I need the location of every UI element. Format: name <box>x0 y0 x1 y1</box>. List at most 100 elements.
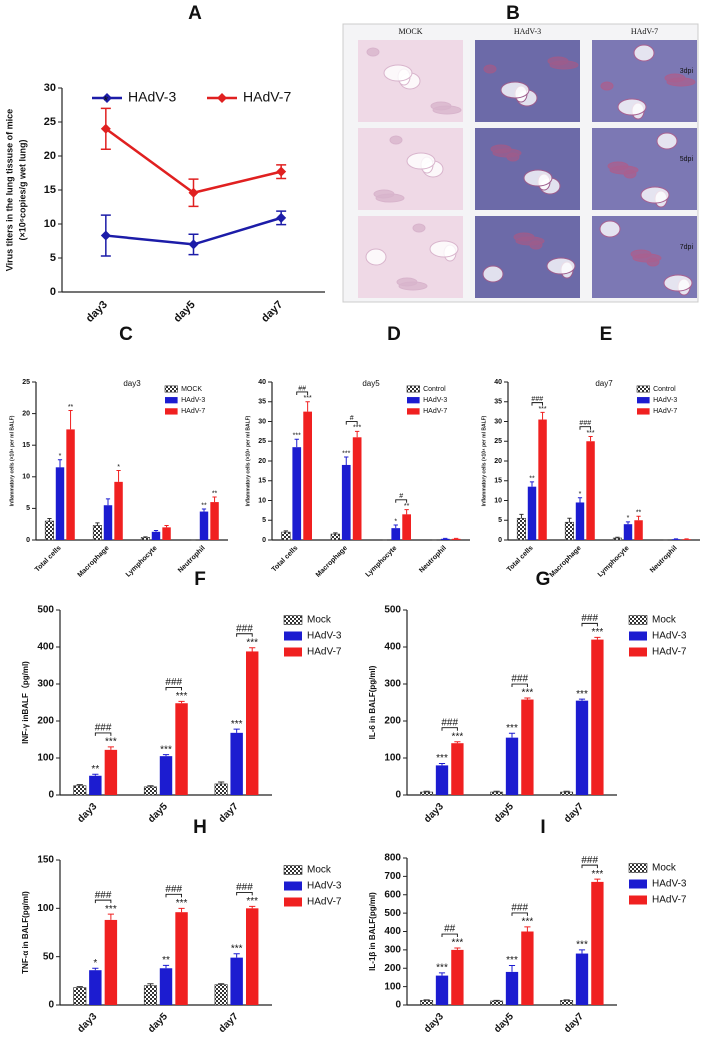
error-bar <box>493 790 500 793</box>
chart-panel: H 0 50 100 150 TNF-α in BALF(pg/ml) day3 day5 da… <box>21 817 342 1035</box>
significance: *** <box>160 744 172 755</box>
significance: *** <box>353 425 361 432</box>
legend-swatch <box>628 615 648 625</box>
y-tick-label: 400 <box>384 926 401 937</box>
y-axis-label: INF-γ inBALF（pg/ml) <box>20 661 30 744</box>
error-bar <box>116 469 121 482</box>
legend-swatch <box>284 631 302 641</box>
error-bar <box>625 521 631 525</box>
tissue-detail <box>523 169 553 187</box>
bar <box>435 975 449 1005</box>
legend-swatch <box>407 397 420 404</box>
bar <box>55 467 65 540</box>
chart-title: day5 <box>362 379 380 388</box>
y-tick-label: 10 <box>44 218 56 230</box>
tissue-detail <box>500 81 530 99</box>
panel-label: C <box>119 324 133 345</box>
tissue-detail <box>664 73 686 83</box>
significance: * <box>627 515 630 522</box>
chart-panel: A 0 5 10 15 20 25 30 Virus titers in the lung ti… <box>4 3 325 325</box>
error-bar <box>162 964 170 969</box>
x-tick-label: Macrophage <box>315 545 349 579</box>
significance: *** <box>506 955 518 966</box>
comparison-bracket <box>511 683 528 688</box>
bar <box>151 531 161 540</box>
y-axis-label: TNF-α in BALF(pg/ml) <box>21 891 30 974</box>
bar <box>435 765 449 795</box>
y-tick-label: 300 <box>37 679 54 690</box>
bar <box>330 533 341 541</box>
significance: * <box>117 464 120 471</box>
marker <box>100 230 111 241</box>
significance: ** <box>212 490 218 497</box>
error-bar <box>508 732 516 738</box>
significance: *** <box>506 723 518 734</box>
x-tick-label: day5 <box>492 801 516 825</box>
significance: *** <box>436 962 448 973</box>
column-label: HAdV-7 <box>631 27 658 36</box>
significance: * <box>103 93 108 108</box>
error-bar <box>344 456 349 465</box>
chart-panel: I 0 100 200 300 400 500 600 700 800 IL-1β in BALF(… <box>368 817 687 1035</box>
error-bar <box>105 498 111 506</box>
significance: *** <box>342 450 350 457</box>
significance: * <box>579 491 582 498</box>
legend-swatch <box>164 385 178 393</box>
legend-label: HAdV-3 <box>181 397 205 404</box>
panel-label: H <box>193 817 207 838</box>
significance: ** <box>91 764 99 775</box>
legend-swatch <box>629 647 647 657</box>
y-tick-label: 200 <box>384 963 401 974</box>
legend-swatch <box>284 881 302 891</box>
tissue-detail <box>406 152 436 170</box>
comparison-label: ### <box>511 674 528 685</box>
panel-label: B <box>506 3 520 24</box>
error-bar <box>76 986 83 988</box>
error-bar <box>493 999 500 1001</box>
y-tick-label: 20 <box>22 410 30 417</box>
bar <box>143 786 157 796</box>
tissue-detail <box>599 220 621 238</box>
legend-label: HAdV-7 <box>652 647 687 658</box>
row-label: 5dpi <box>680 156 694 163</box>
legend-label: HAdV-7 <box>652 895 687 906</box>
error-bar <box>519 513 524 519</box>
comparison-bracket <box>441 727 458 731</box>
comparison-bracket <box>441 933 458 938</box>
comparison-bracket <box>165 686 182 691</box>
significance: ** <box>68 404 74 411</box>
comparison-bracket <box>395 499 408 503</box>
bar <box>575 953 589 1005</box>
error-bar <box>404 509 409 515</box>
error-bar <box>107 746 114 750</box>
legend-swatch <box>629 895 647 905</box>
bar <box>527 486 537 540</box>
y-tick-label: 40 <box>494 379 502 386</box>
legend-marker <box>217 93 227 103</box>
legend-label: Mock <box>652 615 677 626</box>
x-tick-label: Neutrophil <box>649 545 679 575</box>
tissue-detail <box>633 44 655 62</box>
panel-label: A <box>188 3 202 24</box>
chart-panel: G 0 100 200 300 400 500 IL-6 in BALF(pg/ml) day3… <box>368 569 687 825</box>
y-tick-label: 20 <box>258 458 266 465</box>
error-bar <box>354 430 360 438</box>
x-tick-label: day5 <box>492 1011 516 1035</box>
y-tick-label: 35 <box>494 399 502 406</box>
bar <box>89 970 102 1005</box>
y-tick-label: 500 <box>384 908 401 919</box>
comparison-label: ### <box>441 717 458 728</box>
bar <box>521 931 534 1005</box>
y-tick-label: 20 <box>44 150 56 162</box>
error-bar <box>508 964 516 972</box>
comparison-label: ### <box>95 890 112 901</box>
significance: *** <box>293 433 301 440</box>
significance: *** <box>522 688 534 699</box>
comparison-bracket <box>511 912 528 916</box>
bar <box>114 481 123 540</box>
y-tick-label: 50 <box>43 951 55 962</box>
y-tick-label: 25 <box>44 116 56 128</box>
error-bar <box>540 411 545 420</box>
comparison-label: ### <box>236 623 253 634</box>
legend-label: HAdV-3 <box>307 631 342 642</box>
